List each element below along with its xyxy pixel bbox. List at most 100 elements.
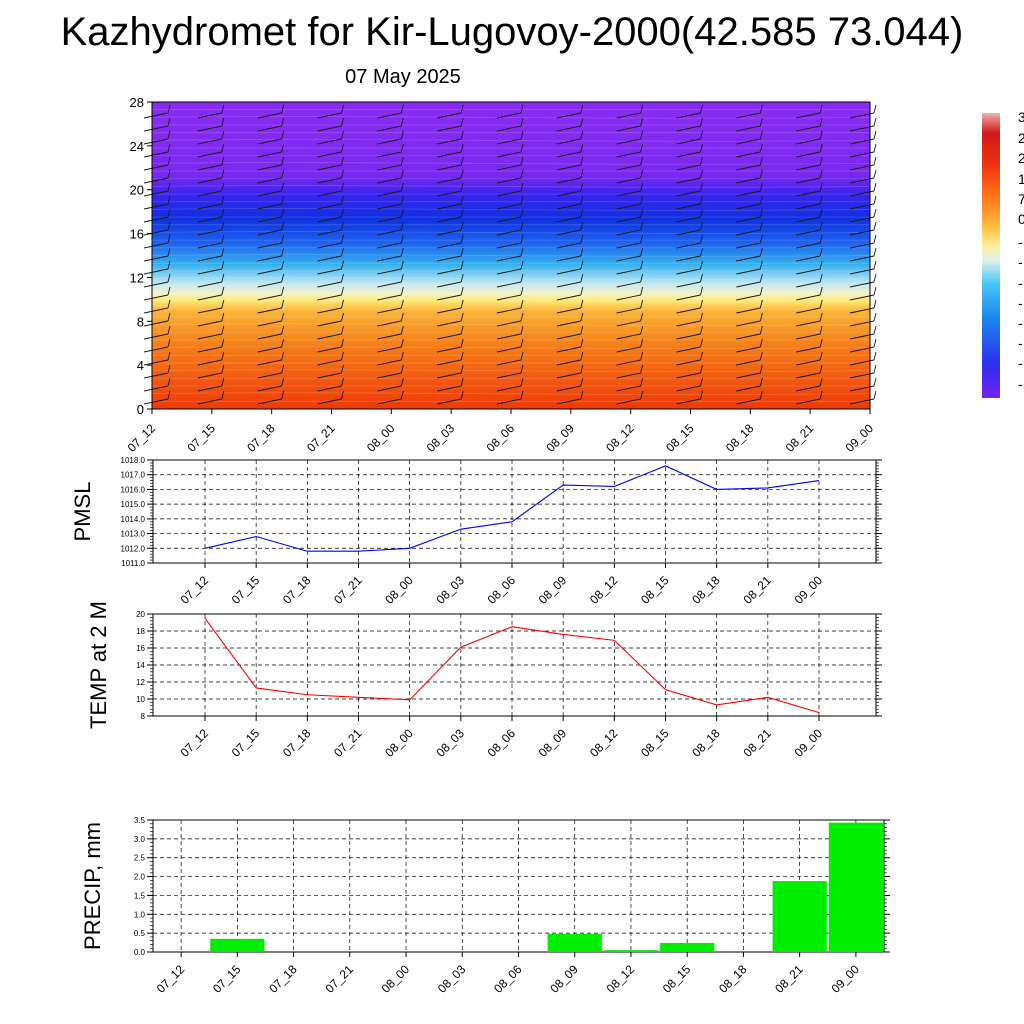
wind-barb <box>317 364 344 379</box>
isoline <box>151 316 871 318</box>
wind-barb <box>736 260 763 275</box>
wind-barb <box>257 273 285 288</box>
x-tick-label: 08_00 <box>382 573 416 607</box>
wind-barb <box>143 390 171 405</box>
wind-barb <box>616 325 644 340</box>
wind-barb <box>143 156 171 171</box>
wind-barb <box>616 247 644 262</box>
wind-barb <box>143 117 171 132</box>
wind-barb <box>616 104 644 119</box>
isoline <box>151 362 871 364</box>
wind-barb <box>556 104 584 119</box>
wind-barb <box>796 390 823 405</box>
wind-barb <box>676 221 703 236</box>
x-tick-label: 07_12 <box>154 962 188 996</box>
wind-barb <box>796 260 823 275</box>
x-tick-label: 07_21 <box>304 421 338 455</box>
wind-barb <box>197 169 225 184</box>
wind-barb <box>736 325 763 340</box>
wind-barb <box>437 104 464 119</box>
wind-barb <box>257 247 285 262</box>
y-tick-label: 14 <box>136 661 145 670</box>
wind-barb <box>317 390 344 405</box>
wind-barb <box>437 130 464 145</box>
wind-barb <box>496 169 524 184</box>
wind-barb <box>317 273 344 288</box>
x-tick-label: 08_18 <box>716 962 750 996</box>
wind-barb <box>496 143 524 158</box>
wind-barb <box>197 234 225 249</box>
wind-barb <box>317 299 344 314</box>
colorbar-label: - <box>1018 335 1023 351</box>
y-tick-label: 10 <box>136 695 145 704</box>
wind-barb <box>437 234 464 249</box>
wind-barb <box>676 156 703 171</box>
wind-barb <box>616 182 644 197</box>
x-tick-label: 08_15 <box>638 573 672 607</box>
y-tick-label: 16 <box>130 227 144 242</box>
wind-barb <box>736 221 763 236</box>
wind-barb <box>496 325 524 340</box>
wind-barb <box>377 364 404 379</box>
wind-barb <box>796 312 823 327</box>
y-tick-label: 1.0 <box>134 910 146 919</box>
wind-barb <box>317 286 344 301</box>
isoline <box>151 231 871 234</box>
y-axis-label: PRECIP, mm <box>80 822 105 950</box>
wind-barb <box>736 130 763 145</box>
wind-barb <box>736 377 763 392</box>
isoline <box>151 293 871 295</box>
isoline <box>151 277 871 280</box>
y-tick-label: 12 <box>136 678 145 687</box>
wind-barb <box>257 195 285 210</box>
wind-barb <box>616 312 644 327</box>
wind-barb <box>736 182 763 197</box>
wind-barb <box>437 377 464 392</box>
wind-barb <box>317 325 344 340</box>
wind-barb <box>556 117 584 132</box>
wind-barb <box>143 273 171 288</box>
wind-barb <box>616 299 644 314</box>
wind-barb <box>676 130 703 145</box>
y-tick-label: 1012.0 <box>121 544 146 553</box>
wind-barb <box>257 351 285 366</box>
x-tick-label: 07_21 <box>322 962 356 996</box>
wind-barb <box>317 338 344 353</box>
wind-barb <box>496 156 524 171</box>
wind-barb <box>616 286 644 301</box>
y-tick-label: 18 <box>136 627 145 636</box>
wind-barb <box>317 195 344 210</box>
y-tick-label: 0.0 <box>134 948 146 957</box>
wind-barb <box>377 351 404 366</box>
wind-barb <box>796 221 823 236</box>
x-tick-label: 08_03 <box>433 573 467 607</box>
wind-barb <box>437 208 464 223</box>
x-tick-label: 08_09 <box>536 726 570 760</box>
wind-barb <box>736 234 763 249</box>
wind-barb <box>317 117 344 132</box>
wind-barb <box>616 390 644 405</box>
colorbar-label: - <box>1018 275 1023 291</box>
x-tick-label: 08_03 <box>424 421 458 455</box>
wind-barb <box>257 286 285 301</box>
colorbar-label: 7 <box>1018 191 1024 207</box>
wind-barb <box>736 104 763 119</box>
y-tick-label: 16 <box>136 644 145 653</box>
wind-barb <box>616 169 644 184</box>
wind-barb <box>556 221 584 236</box>
wind-barb <box>616 208 644 223</box>
x-tick-label: 08_06 <box>485 726 519 760</box>
wind-barb <box>736 364 763 379</box>
wind-barb <box>437 390 464 405</box>
wind-barb <box>496 208 524 223</box>
wind-barb <box>736 299 763 314</box>
wind-barb <box>496 286 524 301</box>
isoline <box>151 254 871 257</box>
wind-barb <box>736 117 763 132</box>
wind-barb <box>616 143 644 158</box>
isoline <box>151 369 871 372</box>
wind-barb <box>796 351 823 366</box>
colorbar-label: 1 <box>1018 171 1024 187</box>
colorbar-label: - <box>1018 355 1023 371</box>
wind-barb <box>197 130 225 145</box>
